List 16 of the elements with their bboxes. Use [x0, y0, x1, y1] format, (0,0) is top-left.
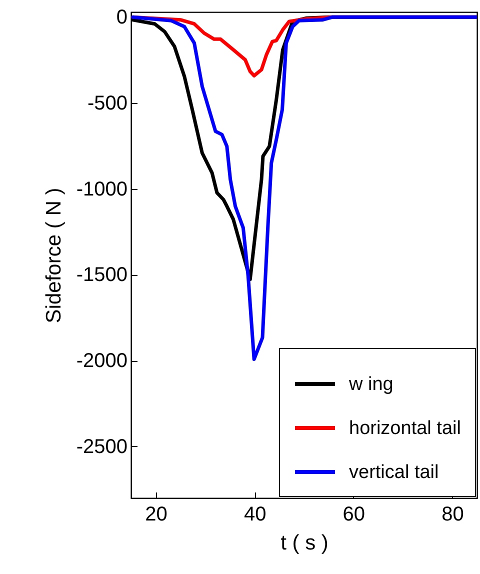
y-tick-label: -2500: [76, 436, 128, 458]
y-tick-label: -500: [87, 92, 128, 115]
y-tick-label: 0: [116, 6, 128, 29]
legend-label: w ing: [348, 374, 394, 395]
y-tick-label: -2000: [76, 350, 128, 372]
y-axis-title: Sideforce ( N ): [42, 188, 66, 324]
x-tick-label: 40: [244, 504, 266, 526]
legend-label: horizontal tail: [349, 418, 461, 439]
line-series: [131, 15, 477, 361]
x-tick-label: 80: [442, 504, 464, 526]
y-tick-label: -1000: [76, 178, 128, 200]
legend-label: vertical tail: [349, 462, 439, 483]
x-tick-label: 20: [145, 504, 168, 526]
x-axis-title: t ( s ): [280, 532, 328, 554]
x-tick-label: 60: [342, 504, 366, 526]
y-tick-label: -1500: [76, 264, 128, 286]
